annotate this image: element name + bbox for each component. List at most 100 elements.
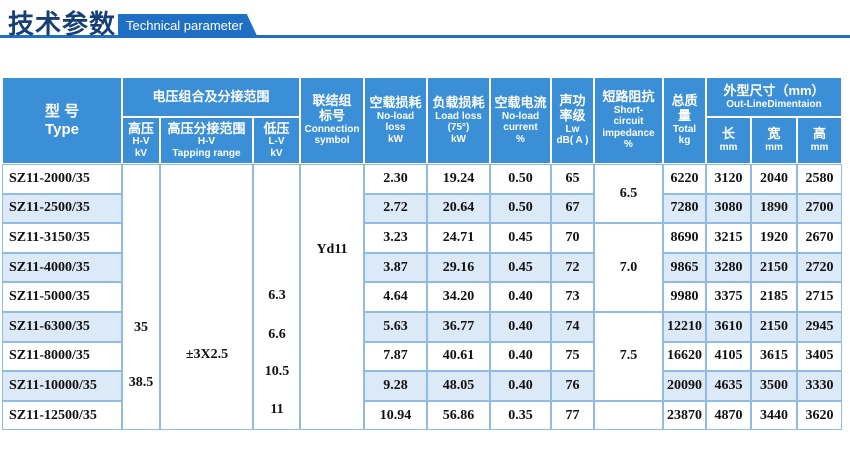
header-text: symbol [314, 135, 350, 147]
table-cell: 76 [551, 371, 594, 401]
header-cell: 低压 L-V kV [253, 117, 300, 164]
header-cell: 高 mm [797, 117, 842, 164]
header-text: dB( A ) [556, 135, 589, 147]
table-cell: 2150 [751, 252, 797, 283]
header-text: Lw [565, 123, 580, 135]
header-text: 量 [677, 108, 691, 123]
table-cell: 3405 [797, 341, 842, 372]
table-cell: 23870 [663, 400, 706, 431]
table-cell: 5.63 [364, 312, 427, 342]
header-text: Type [45, 120, 79, 138]
table-cell: 34.20 [427, 282, 490, 312]
table-cell: 9.28 [364, 371, 427, 401]
table-cell: 2720 [797, 252, 842, 283]
title-line [0, 35, 850, 38]
table-cell: 3440 [751, 400, 797, 431]
table-cell: 3375 [706, 282, 751, 312]
table-cell: 3620 [797, 400, 842, 431]
table-cell: 3280 [706, 252, 751, 283]
table-cell: 77 [551, 400, 594, 431]
header-cell: 短路阻抗 Short-circuit impedance% [594, 77, 663, 164]
table-cell: 0.40 [490, 282, 551, 312]
table-cell: 4.64 [364, 282, 427, 312]
header-text: 型 号 [44, 103, 80, 121]
table-cell: 4105 [706, 341, 751, 372]
table-cell: 2580 [797, 164, 842, 194]
header-text: 空载损耗 [369, 94, 422, 110]
table-cell: 67 [551, 193, 594, 224]
table-cell: 48.05 [427, 371, 490, 401]
table-cell: 10.94 [364, 400, 427, 431]
table-cell: 3500 [751, 371, 797, 401]
header-text: circuit [613, 116, 644, 128]
table-cell: 0.40 [490, 371, 551, 401]
header-text: Total [672, 123, 697, 135]
header-text: kV [134, 147, 148, 159]
header-cell: 空载电流 No-load current% [490, 77, 551, 164]
table-cell: 12210 [663, 312, 706, 342]
table-cell: SZ11-3150/35 [2, 223, 122, 253]
header-text: 空载电流 [494, 94, 547, 110]
header-cell: 负载损耗 Load loss (75°) kW [427, 77, 490, 164]
table-cell: 8690 [663, 223, 706, 253]
table-cell: 72 [551, 252, 594, 283]
hv-value: 35 [134, 320, 148, 335]
header-text: L-V [268, 136, 285, 148]
table-cell: 2185 [751, 282, 797, 312]
header-cell: 宽 mm [751, 117, 797, 164]
table-cell: 0.50 [490, 193, 551, 224]
header-text: mm [765, 142, 783, 154]
header-text: impedance [602, 127, 655, 139]
table-cell: SZ11-10000/35 [2, 371, 122, 401]
table-cell: 20.64 [427, 193, 490, 224]
lv-value: 6.6 [268, 327, 286, 342]
table-cell: 2700 [797, 193, 842, 224]
impedance-cell [594, 400, 663, 431]
header-cell: 高压 H-V kV [122, 117, 160, 164]
tapping-value: ±3X2.5 [185, 347, 229, 362]
table-cell: 70 [551, 223, 594, 253]
table-cell: 36.77 [427, 312, 490, 342]
table-cell: 0.40 [490, 341, 551, 372]
header-text: kW [388, 133, 403, 145]
table-cell: SZ11-12500/35 [2, 400, 122, 431]
page-title: 技术参数 [8, 9, 117, 39]
header-text: Short- [613, 104, 644, 116]
header-text: Connection [304, 123, 360, 135]
table-cell: 1920 [751, 223, 797, 253]
header-text: 总质 [671, 93, 698, 109]
header-text: 长 [721, 126, 735, 142]
header-cell: 高压分接范围 H-V Tapping range [160, 117, 253, 164]
header-text: % [516, 133, 525, 145]
header-text: No-load [376, 110, 415, 122]
hv-value: 38.5 [128, 375, 154, 390]
header-text: 负载损耗 [432, 94, 485, 110]
table-cell: 7.87 [364, 341, 427, 372]
table-cell: 40.61 [427, 341, 490, 372]
header-cell: 声功 率级 Lw dB( A ) [551, 77, 594, 164]
header-text: (75°) [447, 122, 470, 134]
header-text: 高压分接范围 [167, 120, 246, 136]
table-cell: 2040 [751, 164, 797, 194]
table-cell: 2670 [797, 223, 842, 253]
header-text: 联结组 [312, 93, 352, 109]
header-text: No-load [501, 110, 540, 122]
table-cell: 75 [551, 341, 594, 372]
table-cell: 65 [551, 164, 594, 194]
table-cell: 4870 [706, 400, 751, 431]
table-cell: 56.86 [427, 400, 490, 431]
connection-value: Yd11 [316, 242, 348, 257]
table-cell: SZ11-4000/35 [2, 252, 122, 283]
header-text: H-V [132, 136, 150, 148]
table-cell: 74 [551, 312, 594, 342]
table-cell: 20090 [663, 371, 706, 401]
table-cell: 9980 [663, 282, 706, 312]
header-cell: 外型尺寸（mm） Out-LineDimentaion [706, 77, 842, 117]
table-cell: 19.24 [427, 164, 490, 194]
subtitle-band [118, 14, 258, 38]
header-text: 高 [812, 126, 826, 142]
page-subtitle: Technical parameter [126, 18, 244, 33]
header-text: kg [678, 135, 691, 147]
header-cell: 总质量 Total kg [663, 77, 706, 164]
table-cell: 2715 [797, 282, 842, 312]
